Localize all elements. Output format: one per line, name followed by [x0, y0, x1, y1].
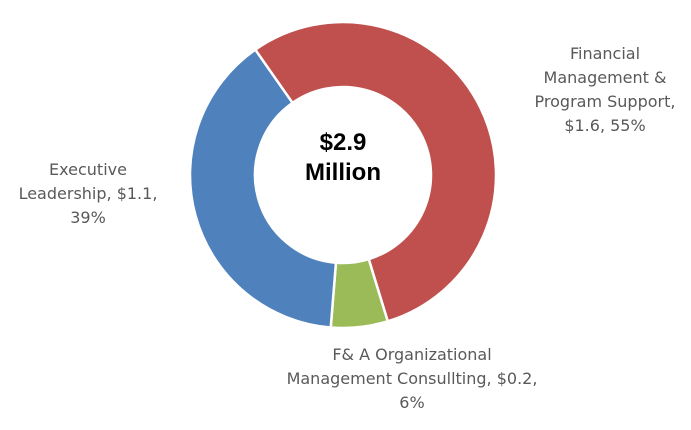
- donut-segment: [188, 47, 338, 329]
- data-label: Financial Management & Program Support, …: [534, 44, 676, 135]
- data-label: Executive Leadership, $1.1, 39%: [18, 160, 158, 227]
- data-label: F& A Organizational Management Consullti…: [286, 345, 538, 412]
- donut-segment: [253, 20, 498, 323]
- center-label: $2.9 Million: [305, 129, 381, 186]
